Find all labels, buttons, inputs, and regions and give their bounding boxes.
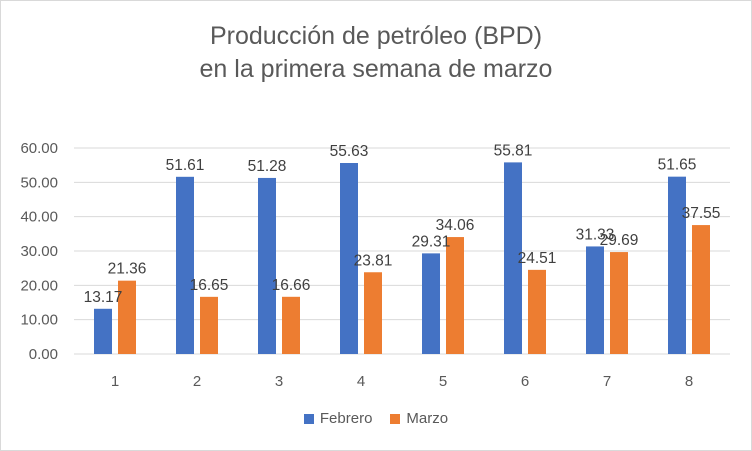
x-tick-label: 5	[439, 373, 447, 390]
legend-item-marzo: Marzo	[390, 410, 448, 427]
bar-marzo-8	[692, 225, 710, 354]
data-label-marzo-5: 34.06	[436, 217, 475, 234]
bar-febrero-4	[340, 163, 358, 354]
chart-title-line-1: Producción de petróleo (BPD)	[209, 22, 543, 50]
data-label-marzo-7: 29.69	[600, 232, 639, 249]
data-label-febrero-5: 29.31	[412, 233, 451, 250]
y-tick-label: 0.00	[29, 346, 58, 363]
data-label-febrero-1: 13.17	[84, 289, 123, 306]
legend-label-marzo: Marzo	[406, 410, 449, 427]
x-tick-label: 3	[275, 373, 283, 390]
bar-marzo-2	[200, 296, 218, 354]
bar-febrero-6	[504, 162, 522, 354]
gridlines	[74, 147, 730, 355]
data-label-marzo-8: 37.55	[682, 205, 721, 222]
x-tick-label: 2	[193, 373, 201, 390]
y-tick-label: 60.00	[20, 140, 58, 157]
bar-marzo-4	[364, 272, 382, 354]
data-label-marzo-1: 21.36	[108, 261, 147, 278]
y-tick-label: 50.00	[20, 174, 58, 191]
data-label-marzo-6: 24.51	[518, 250, 557, 267]
bar-marzo-6	[528, 269, 546, 354]
x-tick-label: 1	[111, 373, 119, 390]
bar-febrero-1	[94, 308, 112, 354]
bar-febrero-5	[422, 253, 440, 354]
bars	[94, 162, 710, 354]
x-tick-label: 7	[603, 373, 611, 390]
x-tick-label: 4	[357, 373, 365, 390]
bar-marzo-1	[118, 280, 136, 354]
y-tick-label: 20.00	[20, 277, 58, 294]
legend-item-febrero: Febrero	[303, 410, 373, 427]
data-label-marzo-2: 16.65	[190, 277, 229, 294]
y-tick-label: 40.00	[20, 209, 58, 226]
bar-marzo-7	[610, 252, 628, 354]
legend-swatch-marzo	[390, 413, 401, 424]
data-label-febrero-6: 55.81	[494, 142, 533, 159]
y-tick-label: 10.00	[20, 312, 58, 329]
data-label-febrero-2: 51.61	[166, 157, 205, 174]
data-label-marzo-4: 23.81	[354, 252, 393, 269]
x-axis-ticks: 1 2 3 4 5 6 7 8	[111, 373, 693, 390]
bar-febrero-7	[586, 246, 604, 354]
y-tick-label: 30.00	[20, 243, 58, 260]
legend-swatch-febrero	[303, 413, 314, 424]
data-label-marzo-3: 16.66	[272, 277, 311, 294]
data-label-febrero-4: 55.63	[330, 143, 369, 160]
legend: Febrero Marzo	[0, 410, 752, 427]
data-label-febrero-8: 51.65	[658, 157, 697, 174]
data-labels: 13.17 21.36 51.61 16.65 51.28 16.66 55.63 23.81…	[84, 142, 721, 305]
bar-febrero-8	[668, 176, 686, 354]
bar-marzo-3	[282, 296, 300, 354]
bar-marzo-5	[446, 237, 464, 354]
bar-febrero-3	[258, 177, 276, 354]
y-axis-ticks: 0.00 10.00 20.00 30.00 40.00 50.00 60.00	[20, 140, 58, 363]
x-tick-label: 8	[685, 373, 693, 390]
x-tick-label: 6	[521, 373, 529, 390]
bar-febrero-2	[176, 176, 194, 354]
data-label-febrero-7: 31.33	[576, 226, 615, 243]
chart-title: Producción de petróleo (BPD) en la prime…	[0, 20, 752, 86]
chart-title-line-2: en la primera semana de marzo	[199, 55, 553, 83]
legend-label-febrero: Febrero	[319, 410, 373, 427]
data-label-febrero-3: 51.28	[248, 158, 287, 175]
